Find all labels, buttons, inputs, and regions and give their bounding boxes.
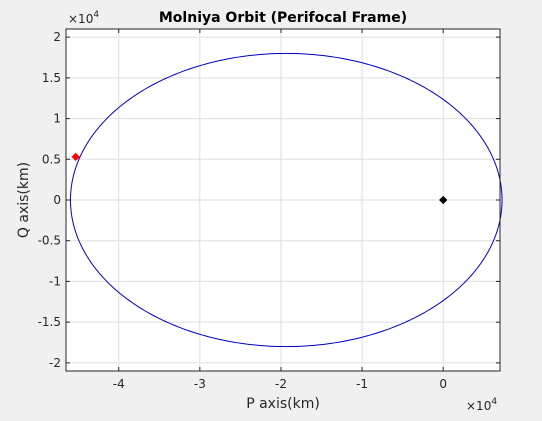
y-tick-label: 0.5 bbox=[42, 152, 61, 166]
x-tick-label: -2 bbox=[275, 377, 287, 391]
y-tick-label: -1 bbox=[49, 274, 61, 288]
x-tick-label: -4 bbox=[113, 377, 125, 391]
y-exponent-label: ×104 bbox=[68, 10, 99, 26]
y-exponent-power: 4 bbox=[93, 10, 99, 20]
orbit-series-line bbox=[69, 52, 503, 348]
y-tick-label: -1.5 bbox=[38, 315, 61, 329]
y-tick-label: -0.5 bbox=[38, 234, 61, 248]
x-tick-label: -1 bbox=[356, 377, 368, 391]
x-exponent-label: ×104 bbox=[466, 397, 497, 413]
x-exponent-power: 4 bbox=[491, 397, 497, 407]
grid bbox=[66, 29, 500, 371]
focus-marker bbox=[439, 195, 448, 205]
y-tick-label: 1.5 bbox=[42, 71, 61, 85]
y-exponent-base: ×10 bbox=[68, 12, 93, 26]
x-tick-label: -3 bbox=[194, 377, 206, 391]
ticks: -4 -3 -2 -1 0 -2 -1.5 -1 -0.5 0 0.5 1 1.5 2 bbox=[38, 29, 500, 391]
chart-title: Molniya Orbit (Perifocal Frame) bbox=[159, 10, 407, 26]
y-tick-label: 2 bbox=[53, 30, 61, 44]
x-axis-label: P axis(km) bbox=[246, 396, 320, 412]
y-tick-label: 1 bbox=[53, 112, 61, 126]
y-tick-label: -2 bbox=[49, 356, 61, 370]
orbit-layer bbox=[69, 52, 503, 348]
x-tick-label: 0 bbox=[439, 377, 447, 391]
satellite-marker bbox=[71, 152, 80, 162]
y-axis-label: Q axis(km) bbox=[16, 162, 32, 238]
x-exponent-base: ×10 bbox=[466, 399, 491, 413]
marker-layer bbox=[71, 152, 448, 205]
y-tick-label: 0 bbox=[53, 193, 61, 207]
